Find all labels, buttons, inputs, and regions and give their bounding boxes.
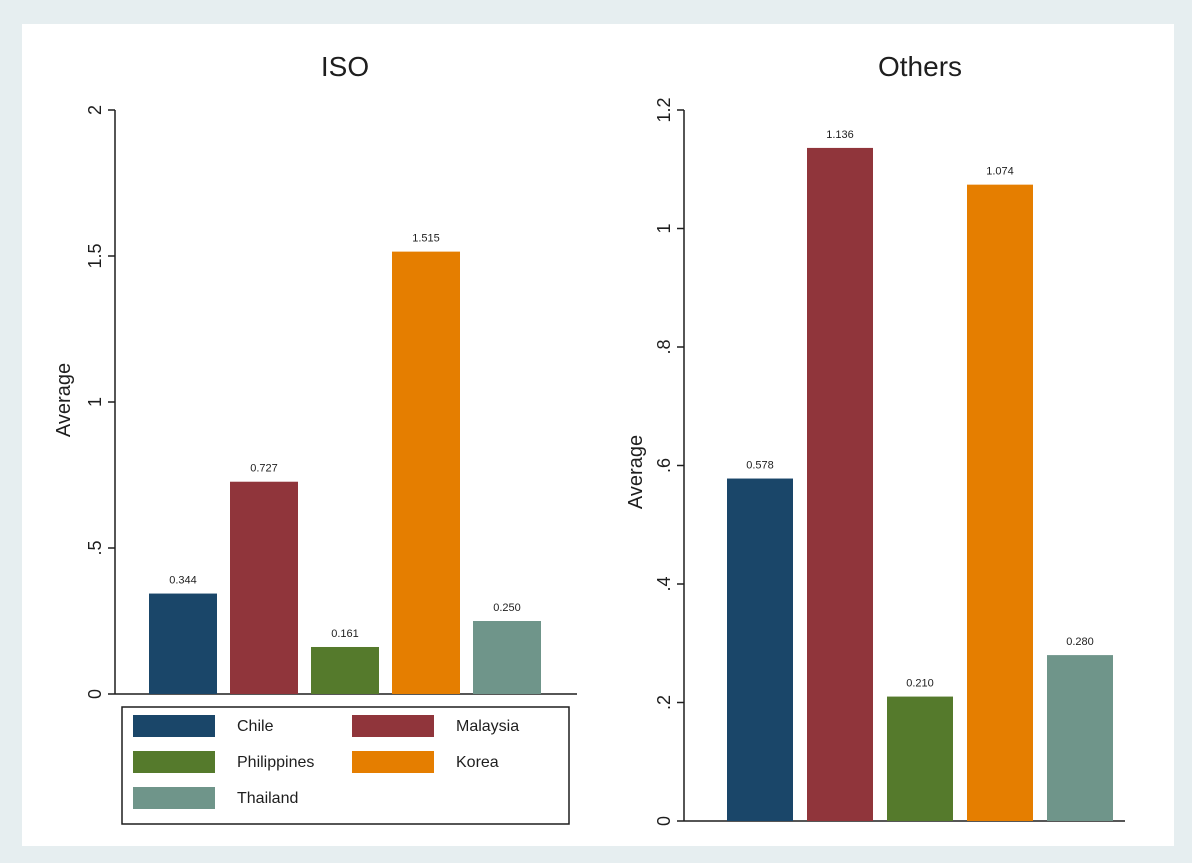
y-tick-label-iso-0: 0	[85, 689, 105, 699]
chart-title-others: Others	[878, 51, 962, 82]
y-tick-label-iso-2: 1	[85, 397, 105, 407]
y-tick-label-others-4: .8	[654, 339, 674, 354]
legend-swatch-korea	[352, 751, 434, 773]
y-tick-label-iso-1: .5	[85, 540, 105, 555]
y-axis-label-others: Average	[625, 435, 647, 509]
legend-label-korea: Korea	[456, 754, 499, 771]
bar-iso-korea	[392, 251, 460, 694]
data-label-iso-philippines: 0.161	[331, 628, 359, 640]
y-tick-label-others-2: .4	[654, 576, 674, 591]
bar-charts-svg: ISO Average 0 .5 1 1.5 2 0.344 0.727 0.161 1.51…	[53, 51, 1125, 826]
data-labels-others: 0.578 1.136 0.210 1.074 0.280	[746, 129, 1094, 690]
data-label-iso-korea: 1.515	[412, 233, 440, 245]
chart-panel-others: Others Average 0.2.4.6.811.2 0.5781.1360…	[625, 51, 1125, 826]
bars-iso	[149, 251, 541, 694]
data-label-iso-malaysia: 0.727	[250, 463, 278, 475]
y-tick-label-iso-3: 1.5	[85, 243, 105, 268]
y-tick-label-iso-4: 2	[85, 105, 105, 115]
chart-title-iso: ISO	[321, 51, 369, 82]
bar-others-philippines	[887, 696, 953, 821]
y-tick-label-others-5: 1	[654, 223, 674, 233]
bar-others-thailand	[1047, 655, 1113, 821]
data-labels-iso: 0.344 0.727 0.161 1.515 0.250	[169, 233, 521, 640]
chart-figure: ISO Average 0 .5 1 1.5 2 0.344 0.727 0.161 1.51…	[22, 24, 1174, 846]
y-tick-label-others-3: .6	[654, 458, 674, 473]
bar-iso-malaysia	[230, 481, 298, 694]
legend-swatch-philippines	[133, 751, 215, 773]
data-label-others-korea: 1.074	[986, 166, 1014, 178]
chart-panel-iso: ISO Average 0 .5 1 1.5 2 0.344 0.727 0.161 1.51…	[53, 51, 577, 699]
legend-swatch-thailand	[133, 787, 215, 809]
y-axis-ticks-iso: 0 .5 1 1.5 2	[85, 105, 115, 699]
y-tick-label-others-6: 1.2	[654, 97, 674, 122]
data-label-iso-thailand: 0.250	[493, 602, 521, 614]
data-label-iso-chile: 0.344	[169, 575, 197, 587]
y-axis-ticks-others: 0 .2 .4 .6 .8 1 1.2	[654, 97, 684, 826]
y-axis-label-iso: Average	[53, 363, 75, 437]
bar-iso-thailand	[473, 621, 541, 694]
bar-others-malaysia	[807, 147, 873, 822]
bar-others-korea	[967, 184, 1033, 821]
data-label-others-thailand: 0.280	[1066, 636, 1094, 648]
bar-iso-philippines	[311, 646, 379, 694]
data-label-others-malaysia: 1.136	[826, 129, 854, 141]
bar-others-chile	[727, 478, 793, 821]
legend-label-chile: Chile	[237, 718, 274, 735]
legend-label-thailand: Thailand	[237, 790, 298, 807]
legend-swatch-malaysia	[352, 715, 434, 737]
legend-swatch-chile	[133, 715, 215, 737]
legend-label-malaysia: Malaysia	[456, 718, 519, 735]
data-label-others-philippines: 0.210	[906, 678, 934, 690]
legend: Chile Malaysia Philippines Korea Thailan…	[121, 706, 570, 825]
data-label-others-chile: 0.578	[746, 460, 774, 472]
y-tick-label-others-1: .2	[654, 695, 674, 710]
y-tick-label-others-0: 0	[654, 816, 674, 826]
bars-others	[727, 147, 1113, 822]
legend-label-philippines: Philippines	[237, 754, 314, 771]
bar-iso-chile	[149, 593, 217, 694]
